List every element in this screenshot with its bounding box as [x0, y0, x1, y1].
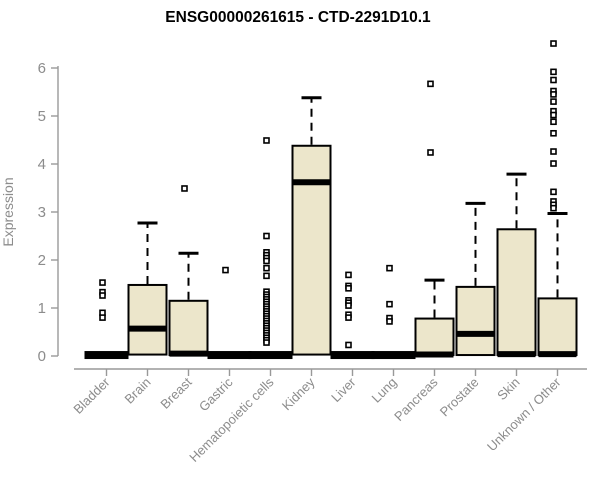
- outlier-point-unknown-other: [550, 118, 557, 126]
- outlier-point-unknown-other: [550, 40, 557, 47]
- y-axis-tick-label: 1: [38, 300, 46, 317]
- outlier-point-liver: [345, 341, 352, 349]
- outlier-point-lung: [386, 318, 393, 325]
- outlier-point-unknown-other: [550, 129, 557, 137]
- outlier-point-gastric: [222, 266, 229, 274]
- outlier-point-hematopoietic-cells: [263, 264, 270, 272]
- x-axis-label-pancreas: Pancreas: [391, 374, 441, 424]
- x-axis-label-liver: Liver: [328, 374, 359, 405]
- box-brain: [127, 283, 168, 356]
- y-axis-tick-label: 4: [38, 156, 46, 173]
- outlier-point-unknown-other: [550, 148, 557, 155]
- collapsed-box-lung: [371, 351, 416, 360]
- outlier-point-bladder: [99, 279, 106, 286]
- outlier-point-unknown-other: [550, 204, 557, 212]
- x-axis-label-lung: Lung: [369, 375, 400, 406]
- outlier-point-liver: [345, 271, 352, 279]
- outlier-point-bladder: [99, 292, 106, 299]
- outlier-point-liver: [345, 302, 352, 309]
- box-skin: [496, 228, 537, 357]
- collapsed-box-gastric: [207, 351, 252, 360]
- x-axis-label-skin: Skin: [494, 375, 522, 403]
- outlier-point-lung: [386, 264, 393, 272]
- outlier-point-breast: [181, 185, 188, 192]
- box-prostate: [455, 285, 496, 357]
- collapsed-box-hematopoietic-cells: [248, 351, 293, 360]
- y-axis-tick-label: 2: [38, 252, 46, 269]
- outlier-point-lung: [386, 300, 393, 308]
- outlier-point-hematopoietic-cells: [263, 232, 270, 240]
- outlier-point-unknown-other: [550, 160, 557, 167]
- x-axis-label-gastric: Gastric: [196, 374, 236, 414]
- collapsed-box-bladder: [84, 351, 129, 360]
- outlier-point-pancreas: [427, 149, 434, 156]
- box-breast: [168, 299, 209, 357]
- outlier-point-hematopoietic-cells: [263, 137, 270, 144]
- x-axis-label-prostate: Prostate: [437, 375, 482, 420]
- collapsed-box-liver: [330, 351, 375, 360]
- chart-title: ENSG00000261615 - CTD-2291D10.1: [165, 9, 431, 26]
- outlier-point-liver: [345, 314, 352, 321]
- y-axis-tick-label: 3: [38, 204, 46, 221]
- outlier-point-pancreas: [427, 80, 434, 88]
- outlier-point-unknown-other: [550, 76, 557, 84]
- y-axis-tick-label: 0: [38, 348, 46, 365]
- box-unknown-other: [537, 297, 578, 357]
- y-axis-tick-label: 5: [38, 108, 46, 125]
- outlier-point-bladder: [99, 314, 106, 321]
- box-kidney: [291, 144, 332, 356]
- x-axis-label-kidney: Kidney: [279, 374, 318, 413]
- outlier-point-hematopoietic-cells: [263, 257, 270, 265]
- outlier-point-unknown-other: [550, 188, 557, 196]
- x-axis-label-breast: Breast: [157, 374, 194, 411]
- outlier-point-unknown-other: [550, 68, 557, 76]
- x-axis-label-brain: Brain: [122, 375, 154, 407]
- outlier-point-hematopoietic-cells: [263, 272, 270, 280]
- outlier-point-unknown-other: [550, 98, 557, 105]
- y-axis-title: Expression: [0, 177, 16, 246]
- outlier-point-liver: [345, 285, 352, 292]
- outlier-point-unknown-other: [550, 111, 557, 119]
- x-axis-label-unknown-other: Unknown / Other: [484, 374, 564, 454]
- x-axis-label-bladder: Bladder: [70, 374, 113, 417]
- outlier-point-hematopoietic-cells: [263, 339, 270, 346]
- y-axis-tick-label: 6: [38, 60, 46, 77]
- outlier-point-unknown-other: [550, 91, 557, 98]
- box-pancreas: [414, 317, 455, 357]
